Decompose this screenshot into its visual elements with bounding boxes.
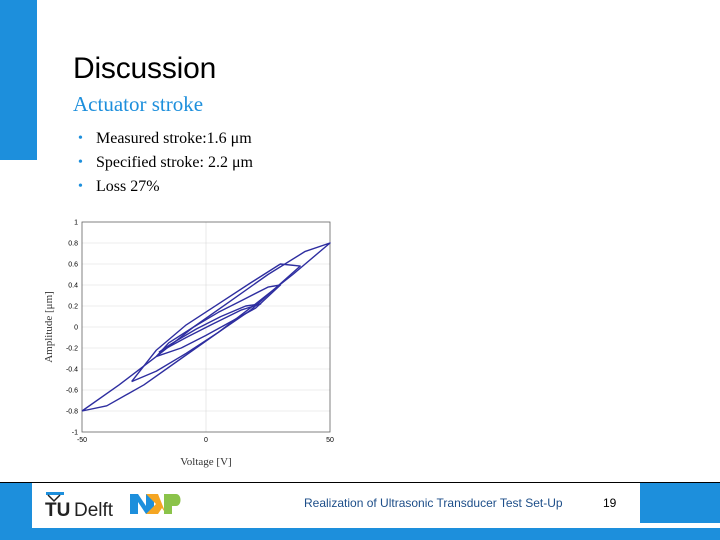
hysteresis-loop — [131, 263, 301, 383]
bullet-glyph: • — [78, 179, 83, 194]
chart-ticks: 1 0.8 0.6 0.4 0.2 0 -0.2 -0.4 -0.6 -0.8 -1-50 0 50 — [66, 220, 334, 445]
chart-series — [81, 242, 331, 412]
footer-accent-strip — [0, 528, 720, 540]
bullet-item: • Loss 27% — [78, 175, 253, 199]
slide-title: Discussion — [73, 52, 217, 85]
y-tick-label: -0.2 — [66, 346, 78, 353]
bullet-item: • Measured stroke:1.6 μm — [78, 127, 253, 151]
x-tick-label: -50 — [77, 437, 87, 444]
bullet-list: • Measured stroke:1.6 μm • Specified str… — [78, 127, 253, 199]
y-tick-label: 0.6 — [68, 262, 78, 269]
hysteresis-chart: 1 0.8 0.6 0.4 0.2 0 -0.2 -0.4 -0.6 -0.8 -1 -50 0 50 V… — [40, 212, 350, 472]
hysteresis-loop — [158, 303, 262, 353]
x-axis-label: Voltage [V] — [180, 456, 231, 468]
bullet-item: • Specified stroke: 2.2 μm — [78, 151, 253, 175]
tudelft-logo: TU Delft — [45, 492, 114, 519]
page-number: 19 — [603, 496, 617, 510]
plot-frame — [81, 221, 331, 433]
x-tick-label: 0 — [204, 437, 208, 444]
x-tick-label: 50 — [326, 437, 334, 444]
y-tick-label: -0.6 — [66, 388, 78, 395]
hysteresis-loop — [155, 284, 282, 358]
bullet-text: Specified stroke: 2.2 μm — [96, 154, 253, 171]
bullet-glyph: • — [78, 131, 83, 146]
title-accent-bar — [0, 0, 37, 160]
y-tick-label: -0.8 — [66, 409, 78, 416]
svg-text:TU: TU — [45, 500, 70, 519]
svg-text:Delft: Delft — [74, 500, 114, 519]
slide-subtitle: Actuator stroke — [73, 92, 204, 116]
y-tick-label: 0.4 — [68, 283, 78, 290]
footer-accent-right — [640, 483, 720, 523]
bullet-text: Loss 27% — [96, 178, 160, 195]
y-tick-label: -1 — [72, 430, 78, 437]
footer-accent-left — [0, 483, 32, 528]
nxp-logo — [130, 494, 181, 514]
bullet-text: Measured stroke:1.6 μm — [96, 130, 252, 147]
footer-divider — [0, 482, 720, 483]
y-tick-label: 0.8 — [68, 241, 78, 248]
bullet-glyph: • — [78, 155, 83, 170]
footer-presentation-title: Realization of Ultrasonic Transducer Tes… — [304, 496, 563, 510]
y-tick-label: -0.4 — [66, 367, 78, 374]
y-tick-label: 0.2 — [68, 304, 78, 311]
y-axis-label: Amplitude [μm] — [43, 291, 55, 363]
y-tick-label: 1 — [74, 220, 78, 227]
chart-svg: 1 0.8 0.6 0.4 0.2 0 -0.2 -0.4 -0.6 -0.8 -1-50 0 50 V… — [43, 220, 334, 469]
y-tick-label: 0 — [74, 325, 78, 332]
